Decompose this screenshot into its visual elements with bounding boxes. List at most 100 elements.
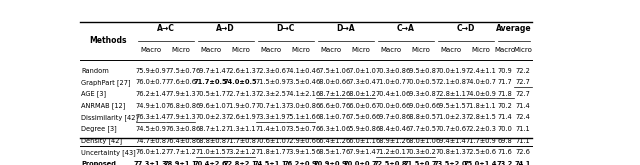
Text: 74.1: 74.1 — [515, 161, 531, 165]
Text: 68.0±0.6: 68.0±0.6 — [315, 79, 346, 85]
Text: 70.2: 70.2 — [497, 103, 512, 109]
Text: 72.3±2.5: 72.3±2.5 — [255, 91, 286, 97]
Text: 70.0±0.7: 70.0±0.7 — [344, 161, 378, 165]
Text: 68.0±1.0: 68.0±1.0 — [405, 138, 436, 144]
Text: Micro: Micro — [471, 47, 490, 53]
Text: 74.1±2.1: 74.1±2.1 — [285, 91, 316, 97]
Text: C→D: C→D — [456, 24, 475, 33]
Text: 75.0±1.4: 75.0±1.4 — [464, 161, 497, 165]
Text: 72.5±0.8: 72.5±0.8 — [374, 161, 408, 165]
Text: 70.8±1.3: 70.8±1.3 — [435, 149, 466, 155]
Text: 70.4±2.6: 70.4±2.6 — [194, 161, 227, 165]
Text: 71.7: 71.7 — [497, 79, 512, 85]
Text: Micro: Micro — [411, 47, 430, 53]
Text: AGE [3]: AGE [3] — [81, 91, 107, 97]
Text: 76.8±0.8: 76.8±0.8 — [165, 103, 196, 109]
Text: 70.0±1.9: 70.0±1.9 — [435, 68, 466, 74]
Text: Density [42]: Density [42] — [81, 137, 123, 144]
Text: 71.0±1.5: 71.0±1.5 — [195, 149, 226, 155]
Text: 76.2±1.4: 76.2±1.4 — [135, 91, 166, 97]
Text: 69.0±0.6: 69.0±0.6 — [405, 103, 436, 109]
Text: ANRMAB [12]: ANRMAB [12] — [81, 102, 126, 109]
Text: Random: Random — [81, 68, 109, 74]
Text: 71.1: 71.1 — [516, 138, 531, 144]
Text: 77.7±1.2: 77.7±1.2 — [165, 149, 196, 155]
Text: 74.0±0.9: 74.0±0.9 — [465, 91, 496, 97]
Text: 67.7±0.5: 67.7±0.5 — [405, 126, 436, 132]
Text: 70.6±1.0: 70.6±1.0 — [255, 138, 286, 144]
Text: 66.0±0.6: 66.0±0.6 — [345, 103, 376, 109]
Text: 71.5±0.9: 71.5±0.9 — [255, 79, 286, 85]
Text: D→A: D→A — [336, 24, 355, 33]
Text: 72.8±2.1: 72.8±2.1 — [224, 161, 257, 165]
Text: 71.4: 71.4 — [516, 103, 531, 109]
Text: 71.0±2.3: 71.0±2.3 — [435, 114, 466, 120]
Text: Average: Average — [496, 24, 532, 33]
Text: 74.0±0.5: 74.0±0.5 — [224, 79, 257, 85]
Text: Macro: Macro — [380, 47, 401, 53]
Text: 69.4±1.4: 69.4±1.4 — [435, 138, 466, 144]
Text: 68.5±1.7: 68.5±1.7 — [315, 149, 346, 155]
Text: 68.8±0.8: 68.8±0.8 — [195, 138, 226, 144]
Text: 73.2±1.2: 73.2±1.2 — [225, 149, 256, 155]
Text: 71.4±1.0: 71.4±1.0 — [255, 126, 286, 132]
Text: 76.2±0.9: 76.2±0.9 — [284, 161, 317, 165]
Text: 72.4±1.1: 72.4±1.1 — [465, 68, 496, 74]
Text: Macro: Macro — [494, 47, 515, 53]
Text: 72.5±0.6: 72.5±0.6 — [465, 149, 496, 155]
Text: 72.3±0.6: 72.3±0.6 — [255, 68, 286, 74]
Text: 71.6: 71.6 — [497, 149, 512, 155]
Text: 76.4±0.8: 76.4±0.8 — [165, 138, 196, 144]
Text: 72.4: 72.4 — [516, 114, 531, 120]
Text: 72.6±1.3: 72.6±1.3 — [225, 68, 256, 74]
Text: 69.6±1.0: 69.6±1.0 — [195, 103, 226, 109]
Text: 70.4±1.0: 70.4±1.0 — [375, 91, 406, 97]
Text: Macro: Macro — [260, 47, 281, 53]
Text: 67.5±0.6: 67.5±0.6 — [345, 114, 376, 120]
Text: 69.7±0.8: 69.7±0.8 — [375, 114, 406, 120]
Text: 68.0±1.2: 68.0±1.2 — [345, 91, 376, 97]
Text: 65.9±0.8: 65.9±0.8 — [345, 126, 376, 132]
Text: 66.6±0.7: 66.6±0.7 — [315, 103, 346, 109]
Text: 68.4±0.4: 68.4±0.4 — [375, 126, 406, 132]
Text: 74.9±1.0: 74.9±1.0 — [135, 103, 166, 109]
Text: 73.5±0.4: 73.5±0.4 — [285, 79, 316, 85]
Text: 72.9±0.6: 72.9±0.6 — [285, 138, 316, 144]
Text: 70.0±2.3: 70.0±2.3 — [195, 114, 226, 120]
Text: 75.1±1.6: 75.1±1.6 — [285, 114, 316, 120]
Text: 67.9±1.4: 67.9±1.4 — [345, 149, 376, 155]
Text: 71.0±0.7: 71.0±0.7 — [375, 79, 406, 85]
Text: Macro: Macro — [140, 47, 161, 53]
Text: 70.9±0.9: 70.9±0.9 — [314, 161, 348, 165]
Text: 72.7: 72.7 — [516, 91, 531, 97]
Text: 68.9±1.2: 68.9±1.2 — [375, 138, 406, 144]
Text: 69.3±0.8: 69.3±0.8 — [405, 91, 436, 97]
Text: 66.3±1.0: 66.3±1.0 — [316, 126, 346, 132]
Text: 71.8: 71.8 — [497, 91, 512, 97]
Text: 72.7±1.3: 72.7±1.3 — [225, 91, 256, 97]
Text: 71.9±0.7: 71.9±0.7 — [225, 103, 256, 109]
Text: Dissimilarity [42]: Dissimilarity [42] — [81, 114, 139, 121]
Text: 77.5±0.7: 77.5±0.7 — [165, 68, 196, 74]
Text: 77.9±1.3: 77.9±1.3 — [165, 114, 196, 120]
Text: 76.3±0.8: 76.3±0.8 — [165, 126, 196, 132]
Text: 70.0±0.6: 70.0±0.6 — [375, 103, 406, 109]
Text: 75.9±0.9: 75.9±0.9 — [135, 68, 166, 74]
Text: 67.0±1.0: 67.0±1.0 — [345, 68, 376, 74]
Text: Micro: Micro — [231, 47, 250, 53]
Text: 73.2: 73.2 — [497, 161, 513, 165]
Text: 72.1±0.8: 72.1±0.8 — [435, 79, 466, 85]
Text: 74.0±0.7: 74.0±0.7 — [465, 79, 496, 85]
Text: 73.0±0.8: 73.0±0.8 — [285, 103, 316, 109]
Text: 70.3±0.8: 70.3±0.8 — [375, 68, 406, 74]
Text: 74.5±1.1: 74.5±1.1 — [254, 161, 287, 165]
Text: C→A: C→A — [397, 24, 415, 33]
Text: 66.4±1.2: 66.4±1.2 — [315, 138, 346, 144]
Text: 70.3±0.2: 70.3±0.2 — [405, 149, 436, 155]
Text: 72.6: 72.6 — [516, 149, 531, 155]
Text: 76.0±0.7: 76.0±0.7 — [135, 79, 166, 85]
Text: 74.1±0.4: 74.1±0.4 — [285, 68, 316, 74]
Text: Uncertainty [43]: Uncertainty [43] — [81, 149, 136, 156]
Text: Macro: Macro — [200, 47, 221, 53]
Text: 68.7±1.2: 68.7±1.2 — [315, 91, 346, 97]
